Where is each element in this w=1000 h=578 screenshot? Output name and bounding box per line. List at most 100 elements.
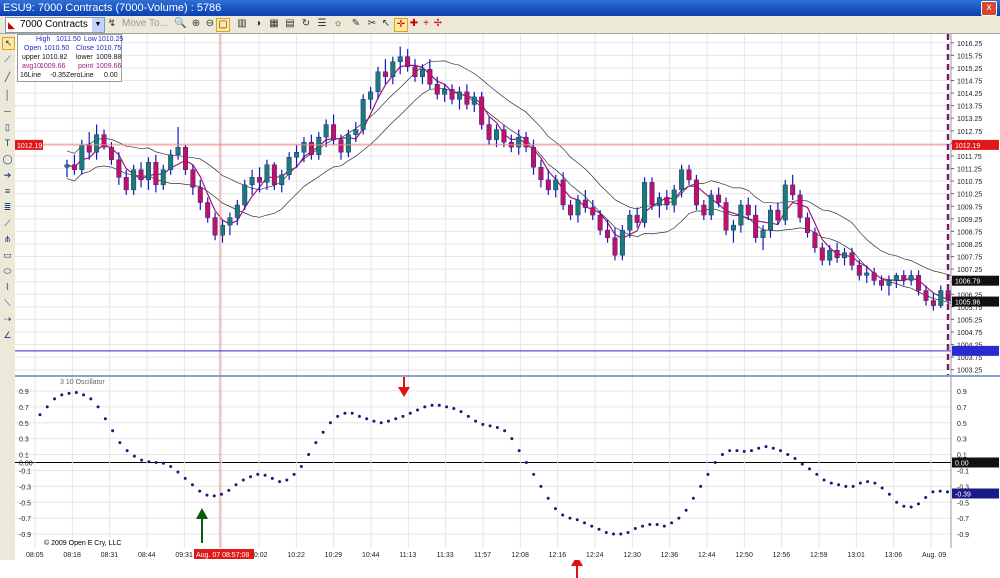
oscillator-chart[interactable]: 0.9 0.90.7 0.70.5 0.50.3 0.30.1 0.10.00 0.00-0… <box>15 377 1000 559</box>
oscillator-dot <box>437 403 441 407</box>
candle-body <box>412 66 418 77</box>
oscillator-dot <box>328 421 332 425</box>
oscillator-dot <box>386 419 390 423</box>
crosshair-axis-tag-bg <box>952 139 999 150</box>
oscillator-dot <box>604 530 608 534</box>
zoom-in-icon[interactable]: ⊕ <box>191 18 201 29</box>
candle-body <box>94 134 100 153</box>
oscillator-dot <box>227 488 231 492</box>
price-axis-bg <box>951 34 1000 376</box>
oscillator-dot <box>858 481 862 485</box>
line-tool-icon[interactable]: ╱ <box>4 72 11 82</box>
time-label: 08:31 <box>101 552 119 559</box>
candle-body <box>501 129 507 143</box>
move-to-button[interactable]: Move To... <box>122 18 168 29</box>
zoom-out-icon[interactable]: ⊖ <box>205 18 215 29</box>
candle-body <box>908 275 914 281</box>
refresh-icon[interactable]: ↻ <box>301 18 311 29</box>
arrow-tool-icon[interactable]: ➔ <box>3 170 12 180</box>
oscillator-dot <box>285 478 289 482</box>
oscillator-dot <box>648 523 652 527</box>
pitchfork-tool-icon[interactable]: ⋔ <box>3 234 12 244</box>
oscillator-dot <box>459 410 463 414</box>
channel-tool-icon[interactable]: ≡ <box>4 186 11 196</box>
oscillator-dot <box>938 489 942 493</box>
open-label: Open <box>24 45 42 52</box>
sun-icon[interactable]: ☼ <box>333 18 343 29</box>
oscillator-dot <box>270 476 274 480</box>
plus-icon[interactable]: ✚ <box>409 18 419 29</box>
avg-label: avg10 <box>22 63 42 70</box>
candle-body <box>819 247 825 261</box>
vertical-line-icon[interactable]: │ <box>4 90 11 100</box>
candle-body <box>656 197 662 206</box>
oscillator-dot <box>568 516 572 520</box>
panel-splitter[interactable] <box>15 375 1000 377</box>
oscillator-dot <box>263 473 267 477</box>
crosshair-price-tag: 1012.19 <box>17 143 42 150</box>
interval-value: 7000 Contracts <box>20 19 88 30</box>
candle-body <box>686 169 692 181</box>
oscillator-dot <box>67 391 71 395</box>
oscillator-dot <box>314 441 318 445</box>
ma-price-tag: 1005.96 <box>955 300 980 307</box>
line-label: 16Line <box>20 72 42 79</box>
oval-tool-icon[interactable]: ⬭ <box>3 266 12 276</box>
ellipse-tool-icon[interactable]: ◯ <box>2 154 13 164</box>
rectangle-tool-icon[interactable]: ▯ <box>5 122 10 132</box>
erase-icon[interactable]: ✎ <box>351 18 361 29</box>
crosshair-icon[interactable]: ✛ <box>394 18 408 32</box>
candle-body <box>901 275 907 281</box>
indicators-icon[interactable]: ◑ <box>254 18 262 29</box>
close-button[interactable]: x <box>981 1 997 16</box>
candle-body <box>338 139 344 153</box>
oscillator-dot <box>539 484 543 488</box>
list-icon[interactable]: ☰ <box>317 18 327 29</box>
lock-icon[interactable]: ▢ <box>216 18 230 32</box>
bars-icon[interactable]: ▥ <box>237 18 247 29</box>
pin-icon[interactable]: ✢ <box>433 18 443 29</box>
cursor-icon[interactable]: ↖ <box>381 18 391 29</box>
price-tick-label: 1014.25 <box>957 91 982 98</box>
lower-band-line <box>66 88 964 314</box>
tag-icon[interactable]: ↯ <box>107 18 117 29</box>
grid-icon[interactable]: ▦ <box>269 18 279 29</box>
oscillator-dot <box>844 484 848 488</box>
candle-body <box>612 237 618 256</box>
text-tool-icon[interactable]: T <box>4 138 11 148</box>
price-chart[interactable]: 1012.19 1016.25 1015.75 1015.25 1014.75 1014… <box>15 34 1000 376</box>
candle-body <box>64 164 70 168</box>
chart-icon: ◣ <box>8 20 15 30</box>
marker-icon[interactable]: + <box>423 18 429 29</box>
crosshair-price-tag-bg <box>15 139 43 150</box>
oscillator-dot <box>118 441 122 445</box>
chevron-down-icon[interactable]: ▼ <box>92 18 104 32</box>
oscillator-dot <box>757 446 761 450</box>
angle-tool-icon[interactable]: ∠ <box>3 330 12 340</box>
oscillator-dot <box>74 391 78 395</box>
time-axis: 08:0508:1808:3108:4409:3109:4610:0210:22… <box>15 548 1000 560</box>
candle-body <box>605 229 611 238</box>
pointer-tool-icon[interactable]: ↖ <box>2 37 15 50</box>
time-label: 10:22 <box>287 552 305 559</box>
horizontal-line-icon[interactable]: ─ <box>4 106 11 116</box>
pen-tool-icon[interactable]: ⟋ <box>4 54 11 64</box>
dialog-icon[interactable]: ▤ <box>285 18 295 29</box>
box-tool-icon[interactable]: ▭ <box>3 250 12 260</box>
candle-body <box>723 202 729 231</box>
oscillator-dot <box>161 461 165 465</box>
oscillator-dot <box>190 483 194 487</box>
fibonacci-tool-icon[interactable]: ≣ <box>3 202 12 212</box>
close-label: Close <box>76 45 94 52</box>
ray-tool-icon[interactable]: ⇢ <box>3 314 12 324</box>
zoom-icon[interactable]: 🔍 <box>174 18 187 29</box>
regression-tool-icon[interactable]: ⟍ <box>4 298 11 308</box>
gann-tool-icon[interactable]: ⟋ <box>4 218 11 228</box>
cycle-tool-icon[interactable]: ⌇ <box>5 282 10 292</box>
oscillator-dot <box>902 504 906 508</box>
tools-icon[interactable]: ✂ <box>367 18 377 29</box>
candle-body <box>375 71 381 93</box>
interval-select[interactable]: ◣ 7000 Contracts ▼ <box>5 17 105 33</box>
oscillator-dot <box>488 424 492 428</box>
high-label: High <box>36 36 51 43</box>
